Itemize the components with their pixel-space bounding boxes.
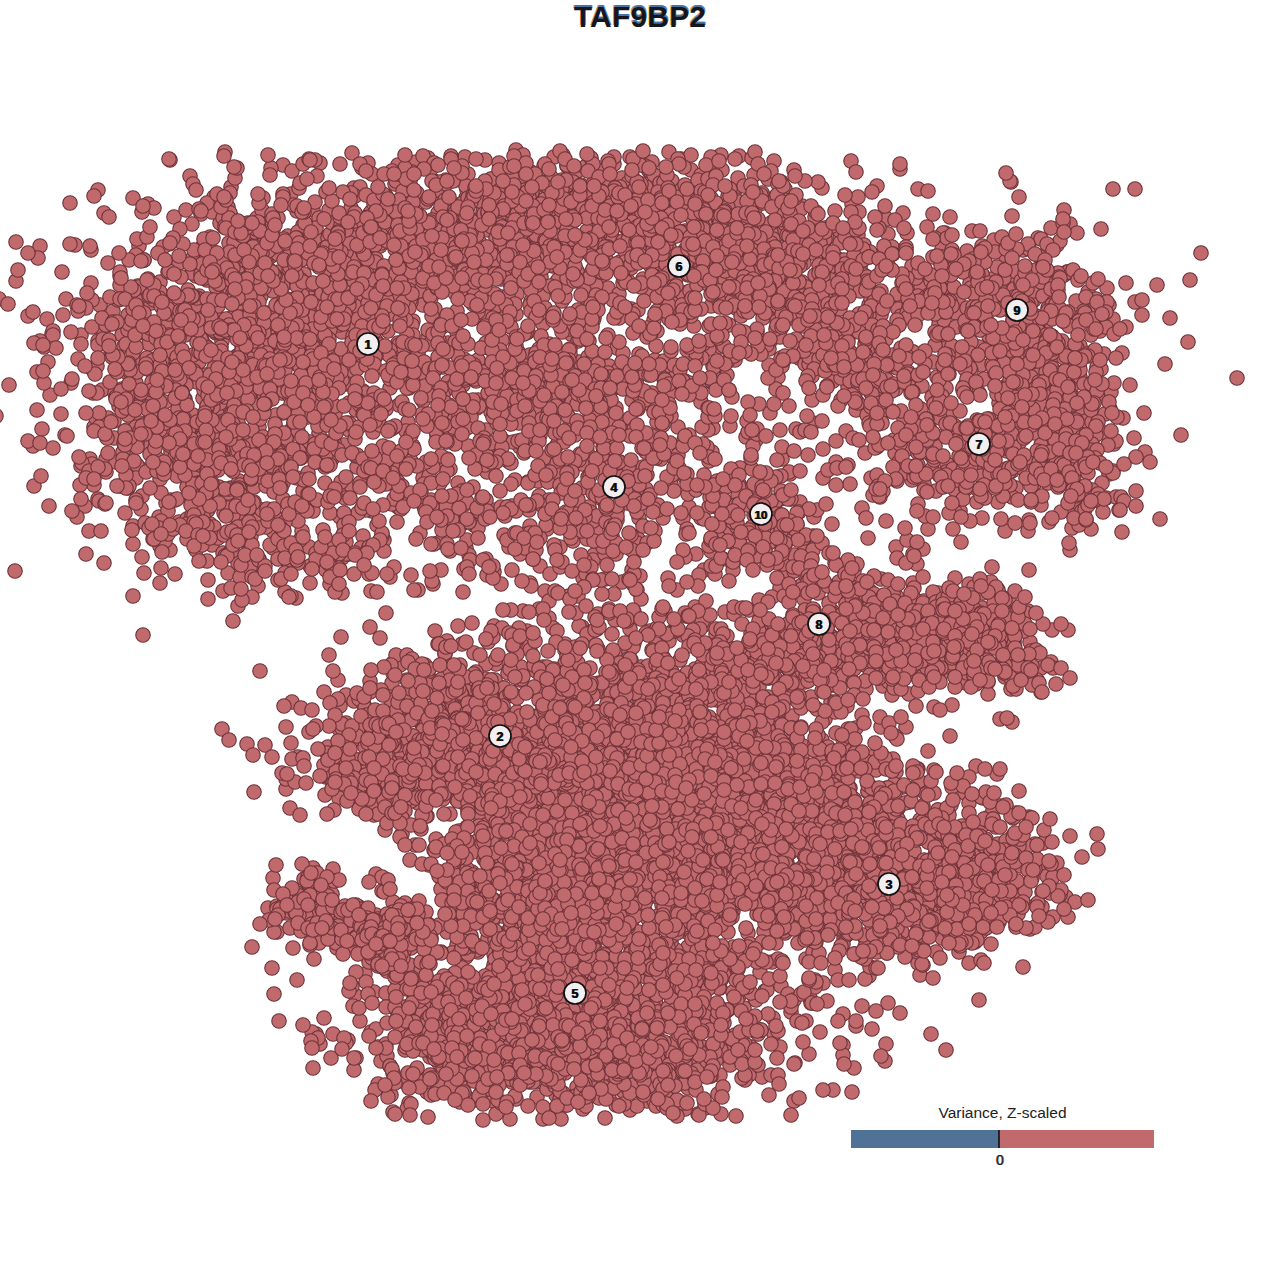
svg-text:10: 10: [755, 509, 768, 521]
svg-text:9: 9: [1014, 304, 1021, 318]
svg-text:5: 5: [572, 987, 579, 1001]
svg-text:8: 8: [816, 618, 823, 632]
svg-text:6: 6: [676, 260, 683, 274]
svg-text:3: 3: [886, 878, 893, 892]
svg-text:7: 7: [976, 438, 983, 452]
svg-text:4: 4: [611, 481, 618, 495]
svg-text:2: 2: [497, 730, 504, 744]
svg-text:1: 1: [365, 338, 372, 352]
